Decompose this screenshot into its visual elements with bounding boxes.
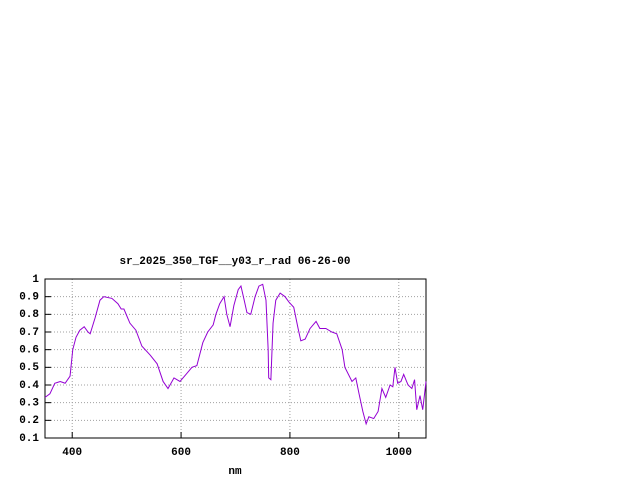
y-tick-label: 0.2 [19, 415, 39, 427]
x-tick-label: 400 [62, 447, 82, 459]
x-tick-label: 1000 [386, 447, 412, 459]
y-tick-label: 0.3 [19, 398, 39, 410]
y-tick-label: 0.5 [19, 362, 39, 374]
y-tick-label: 0.6 [19, 345, 39, 357]
y-tick-label: 1 [32, 274, 39, 286]
y-tick-label: 0.4 [19, 380, 39, 392]
data-line [44, 283, 427, 426]
x-tick-label: 800 [280, 447, 300, 459]
y-tick-label: 0.8 [19, 309, 39, 321]
plot-frame [44, 278, 427, 439]
x-tick-label: 600 [171, 447, 191, 459]
chart-title: sr_2025_350_TGF__y03_r_rad 06-26-00 [119, 256, 350, 268]
y-tick-label: 0.1 [19, 433, 39, 445]
x-axis-label: nm [228, 466, 242, 478]
y-tick-label: 0.9 [19, 292, 39, 304]
y-tick-label: 0.7 [19, 327, 39, 339]
